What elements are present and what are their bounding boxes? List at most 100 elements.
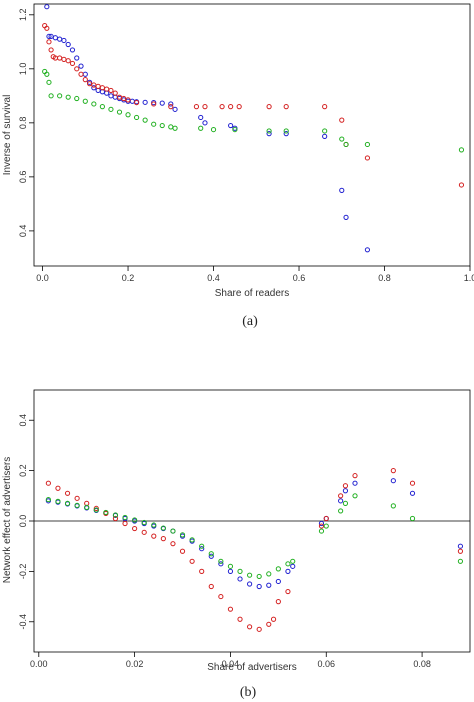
panel-b-series-1-point [256,583,262,590]
panel-a-series-1-point [44,4,50,10]
panel-b-series-2-point [275,599,281,605]
panel-a-series-2-point [228,104,234,110]
panel-b-series-2-point [55,485,61,491]
panel-a-series-3-point [159,122,165,129]
panel-a-series-1-point [108,93,114,99]
panel-a-series-1-point [172,106,178,112]
panel-a-series-1-point [228,122,234,129]
panel-b-series-3-point [266,571,272,577]
panel-b-xtick-label: 0.04 [222,659,240,669]
panel-b-series-3-point [247,572,253,578]
panel-a-series-2-point [266,104,272,110]
panel-b-series-2-point [227,606,234,612]
panel-b-series-2-point [390,468,396,474]
panel-b-ylabel: Network effect of advertisers [2,457,13,584]
panel-a-series-3-point [91,101,97,107]
panel-b-series-2-point [409,480,416,486]
panel-a-series-2-point [61,56,67,62]
panel-b-series-3-point [45,496,51,503]
panel-a-xtick-label: 0.4 [207,273,220,283]
panel-a-series-2-point [65,58,71,64]
panel-b-xlabel: Share of advertisers [207,662,297,673]
panel-b-series-2-point [74,495,80,501]
panel-a-series-1-point [198,114,204,121]
panel-a-series-2-point [69,60,76,67]
panel-b-series-1-point [247,581,253,587]
panel-b-series-2-point [338,493,344,499]
panel-a-series-1-point [46,33,52,40]
panel-b-series-2-point [318,523,325,529]
panel-b-series-3-point [218,558,224,564]
panel-a-xtick-label: 1.0 [464,273,474,283]
panel-a-series-1-point [283,131,289,137]
panel-b-series-3-point [338,508,344,514]
panel-a-series-2-point [133,99,140,106]
panel-a-series-2-point [283,104,289,110]
panel-a-xtick-label: 0.8 [378,273,391,283]
panel-b-series-2-point [285,588,291,595]
panel-b-series-3-point [237,568,243,574]
panel-b-series-3-point [132,517,138,523]
panel-a-series-3-point [142,117,148,123]
panel-b-series-3-point [74,502,80,508]
panel-a-series-3-point [266,128,272,134]
panel-a-series-1-point [78,63,84,69]
panel-b-series-3-point [457,558,464,564]
panel-a-series-2-point [108,87,114,94]
panel-a-series-3-point [364,141,371,148]
panel-b-xtick-label: 0.02 [126,659,144,669]
panel-b-series-2-point [237,616,243,622]
panel-b-series-3-point [160,525,166,531]
panel-a-series-3-point [125,112,131,118]
panel-a-series-2-point [236,104,242,110]
panel-a-series-3-point [339,136,345,142]
panel-a-series-2-point [322,104,328,110]
panel-b-series-2-point [247,624,253,630]
panel-b-series-3-point [55,498,61,504]
panel-b-series-3-point [256,573,262,580]
panel-b-series-1-point [318,520,325,527]
panel-a-ytick-label: 1.0 [18,63,28,76]
panel-a-series-3-point [322,128,328,134]
panel-a-series-1-point [142,99,148,105]
panel-a-series-2-point [44,25,50,31]
panel-b-series-2-point [266,621,272,627]
panel-a-series-1-point [339,187,345,193]
panel-a-xtick-label: 0.0 [36,273,49,283]
panel-b-ytick-label: 0.0 [18,515,28,528]
panel-b-series-2-point [151,533,157,539]
panel-a-series-3-point [198,125,204,131]
panel-a-series-3-point [57,93,63,99]
panel-b-series-3-point [189,537,195,543]
panel-b-series-3-point [409,515,416,522]
panel-a-series-1-point [74,55,80,61]
panel-b-series-3-point [179,532,186,538]
panel-b-series-2-point [64,490,71,496]
panel-b-series-2-point [45,480,51,486]
panel-b-series-2-point [132,525,138,532]
panel-b-series-1-point [208,553,214,559]
panel-a-series-1-point [364,247,371,253]
panel-b-series-1-point [227,568,234,574]
panel-a-series-2-point [151,101,157,107]
panel-b-series-2-point [352,473,358,479]
panel-b-series-2-point [141,529,147,535]
panel-b-series-3-point [151,522,157,528]
panel-b-series-3-point [275,566,281,572]
panel-a-series-3-point [46,79,52,85]
panel-b-series-2-point [112,515,119,522]
panel-b-series-3-point [103,509,109,516]
panel-a-ytick-label: 1.2 [18,9,28,22]
panel-a-xtick-label: 0.2 [122,273,135,283]
panel-a-series-3-point [82,98,88,104]
panel-a-series-3-point [172,125,178,131]
panel-b-ytick-label: -0.2 [18,564,28,580]
panel-a-series-1-point [69,47,76,53]
panel-a-series-1-point [65,41,71,48]
panel-a-series-2-point [74,66,80,72]
panel-b-series-1-point [338,498,344,504]
panel-b-series-1-point [266,582,272,588]
panel-b-series-1-point [218,561,224,567]
panel-a-series-1-point [129,98,135,104]
